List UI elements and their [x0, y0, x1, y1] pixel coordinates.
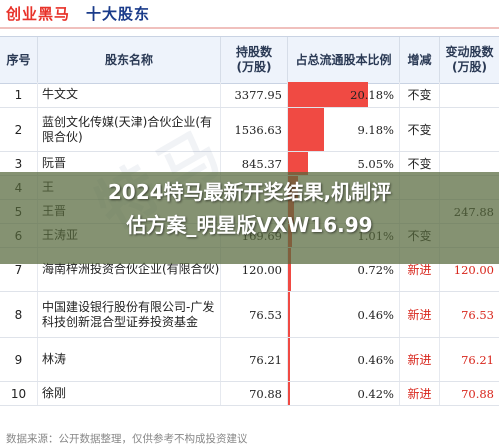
- ratio-value: 0.72%: [288, 248, 400, 291]
- shareholder-name: 牛文文: [38, 82, 221, 107]
- ratio-bar: [288, 292, 290, 337]
- shares-held: 76.21: [221, 338, 288, 381]
- shares-held: 845.37: [221, 152, 288, 175]
- shareholder-name: 蓝创文化传媒(天津)合伙企业(有限合伙): [38, 108, 221, 151]
- shareholder-name: 中国建设银行股份有限公司-广发科技创新混合型证券投资基金: [38, 292, 221, 337]
- ratio-bar: [288, 382, 290, 405]
- row-index: 1: [0, 82, 38, 107]
- change-shares: 70.88: [461, 386, 494, 401]
- change-shares: [440, 82, 499, 107]
- ratio-value: 20.18%: [288, 82, 400, 107]
- ratio-value: 0.46%: [288, 292, 400, 337]
- table-row: 9 林涛 76.21 0.46% 新进 76.21: [0, 338, 499, 382]
- ratio-bar: [288, 248, 291, 291]
- overlay-line-1: 2024特马最新开奖结果,机制评: [107, 180, 392, 204]
- ratio-value: 0.46%: [288, 338, 400, 381]
- table-header: 序号 股东名称 持股数 (万股) 占总流通股本比例 增减 变动股数 (万股): [0, 36, 499, 84]
- ratio-value: 5.05%: [288, 152, 400, 175]
- overlay-headline: 2024特马最新开奖结果,机制评 估方案_明星版VXW16.99: [0, 176, 499, 242]
- shareholder-name: 海南梓洲投资合伙企业(有限合伙): [38, 248, 221, 291]
- ratio-bar: [288, 152, 309, 175]
- table-row: 2 蓝创文化传媒(天津)合伙企业(有限合伙) 1536.63 9.18% 不变: [0, 108, 499, 152]
- change-type: 不变: [400, 152, 440, 175]
- shares-held: 120.00: [221, 248, 288, 291]
- table-row: 7 海南梓洲投资合伙企业(有限合伙) 120.00 0.72% 新进 120.00: [0, 248, 499, 292]
- overlay-line-2: 估方案_明星版VXW16.99: [126, 213, 373, 237]
- change-type: 不变: [400, 108, 440, 151]
- header-divider: [0, 27, 499, 29]
- row-index: 8: [0, 292, 38, 337]
- brand-logo: 创业黑马: [6, 5, 71, 23]
- shares-held: 3377.95: [221, 82, 288, 107]
- shareholder-name: 林涛: [38, 338, 221, 381]
- col-ratio: 占总流通股本比例: [288, 37, 400, 83]
- ratio-bar: [288, 82, 368, 107]
- ratio-bar: [288, 338, 290, 381]
- row-index: 3: [0, 152, 38, 175]
- shares-held: 76.53: [221, 292, 288, 337]
- col-shares: 持股数 (万股): [221, 37, 288, 83]
- shareholder-name: 徐刚: [38, 382, 221, 405]
- page-header: 创业黑马 十大股东: [0, 0, 499, 29]
- table-row: 1 牛文文 3377.95 20.18% 不变: [0, 82, 499, 108]
- shares-held: 1536.63: [221, 108, 288, 151]
- col-change-shares: 变动股数 (万股): [445, 45, 494, 74]
- ratio-value: 9.18%: [288, 108, 400, 151]
- change-type: 新进: [400, 338, 440, 381]
- row-index: 7: [0, 248, 38, 291]
- ratio-bar: [288, 108, 325, 151]
- overlay-banner: [0, 172, 499, 264]
- change-type: 新进: [400, 292, 440, 337]
- row-index: 9: [0, 338, 38, 381]
- table-row: 10 徐刚 70.88 0.42% 新进 70.88: [0, 382, 499, 406]
- page-title: 十大股东: [86, 5, 151, 23]
- change-shares: 76.53: [461, 307, 494, 322]
- col-name: 股东名称: [38, 37, 221, 83]
- shares-held: 70.88: [221, 382, 288, 405]
- source-note: 数据来源：公开数据整理，仅供参考不构成投资建议: [6, 433, 248, 445]
- change-type: 新进: [400, 382, 440, 405]
- row-index: 2: [0, 108, 38, 151]
- shareholder-name: 阮晋: [38, 152, 221, 175]
- col-change-type: 增减: [400, 37, 440, 83]
- table-row: 8 中国建设银行股份有限公司-广发科技创新混合型证券投资基金 76.53 0.46% 新…: [0, 292, 499, 338]
- change-shares: 120.00: [453, 262, 494, 277]
- change-shares: [440, 108, 499, 151]
- change-type: 不变: [400, 82, 440, 107]
- col-index: 序号: [0, 37, 38, 83]
- change-type: 新进: [400, 248, 440, 291]
- ratio-value: 0.42%: [288, 382, 400, 405]
- change-shares: 76.21: [461, 352, 494, 367]
- row-index: 10: [0, 382, 38, 405]
